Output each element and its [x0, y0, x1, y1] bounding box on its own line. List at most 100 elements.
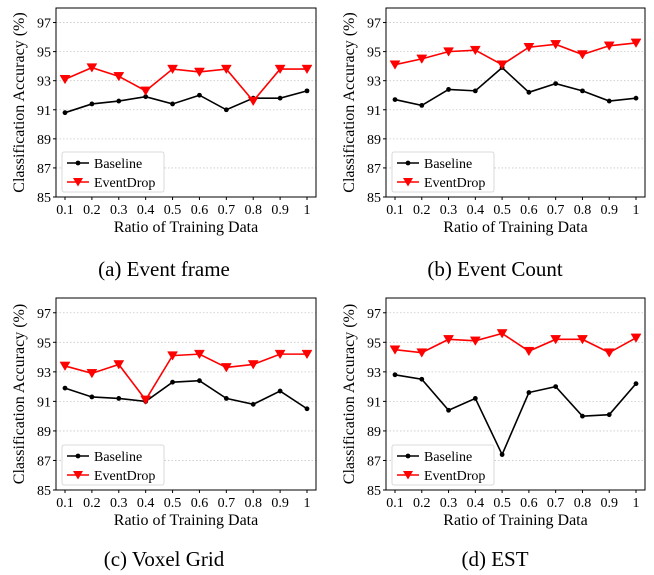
data-point-baseline: [250, 401, 256, 407]
data-point-baseline: [89, 394, 95, 400]
x-axis-label: Ratio of Training Data: [114, 512, 258, 529]
data-point-eventdrop: [443, 47, 454, 57]
series-line-baseline: [64, 90, 308, 114]
y-axis-label: Classification Accuracy (%): [11, 12, 28, 192]
y-tick-label: 95: [37, 46, 51, 61]
x-tick-label: 1: [304, 203, 311, 218]
x-tick-label: 1: [304, 496, 311, 511]
x-tick-label: 0.8: [574, 496, 592, 511]
data-point-baseline: [197, 378, 202, 384]
y-tick-label: 85: [37, 484, 51, 499]
y-tick-label: 93: [37, 75, 51, 90]
x-tick-label: 0.7: [218, 496, 236, 511]
data-point-eventdrop: [113, 360, 125, 370]
x-tick-label: 0.7: [547, 496, 565, 511]
x-tick-label: 0.3: [440, 203, 458, 218]
data-point-baseline: [446, 407, 451, 413]
data-point-eventdrop: [274, 64, 286, 75]
data-point-baseline: [304, 88, 310, 94]
x-axis-label: Ratio of Training Data: [114, 219, 258, 236]
data-point-baseline: [62, 385, 68, 391]
data-point-eventdrop: [443, 335, 454, 345]
x-tick-label: 0.1: [386, 203, 404, 218]
data-point-eventdrop: [603, 41, 615, 51]
x-tick-label: 1: [633, 203, 640, 218]
plot-frame: [55, 7, 317, 198]
chart-panel-1: 85 87 89 91 93 95 97 0.1 0.2 0.3 0.4 0.5 0.6 0.7 0.8 0.…: [11, 7, 317, 281]
legend: Baseline EventDrop: [391, 444, 495, 486]
data-point-baseline: [526, 89, 532, 95]
y-tick-label: 97: [37, 17, 51, 32]
data-point-eventdrop: [469, 45, 481, 56]
plot-frame: [55, 297, 317, 491]
series-line-eventdrop: [64, 353, 307, 402]
data-point-eventdrop: [416, 54, 428, 64]
data-point-eventdrop: [577, 335, 588, 345]
data-point-eventdrop: [247, 360, 259, 370]
x-tick-label: 0.4: [467, 496, 485, 511]
data-point-baseline: [223, 107, 229, 113]
data-point-eventdrop: [86, 63, 98, 73]
y-tick-label: 89: [37, 425, 51, 440]
y-tick-label: 97: [367, 307, 381, 322]
y-tick-label: 95: [367, 336, 381, 351]
data-point-baseline: [116, 98, 122, 104]
x-tick-label: 0.1: [56, 496, 74, 511]
panel-caption: (d) EST: [461, 547, 528, 571]
data-point-eventdrop: [140, 86, 152, 96]
data-point-eventdrop: [469, 336, 481, 346]
x-tick-label: 0.4: [467, 203, 485, 218]
legend-label-eventdrop: EventDrop: [424, 469, 485, 484]
legend-marker: [75, 160, 81, 166]
legend: Baseline EventDrop: [61, 151, 165, 193]
data-point-eventdrop: [301, 349, 313, 360]
data-point-eventdrop: [389, 60, 401, 70]
legend-label-eventdrop: EventDrop: [94, 469, 155, 484]
y-tick-label: 87: [37, 454, 51, 469]
legend-marker: [73, 471, 83, 480]
y-tick-label: 95: [367, 46, 381, 61]
x-axis-label: Ratio of Training Data: [443, 512, 587, 529]
x-tick-label: 0.7: [547, 203, 565, 218]
y-tick-label: 93: [37, 366, 51, 381]
y-tick-label: 91: [37, 395, 51, 410]
y-tick-label: 89: [367, 133, 381, 148]
data-point-baseline: [304, 406, 310, 412]
y-tick-label: 97: [37, 307, 51, 322]
y-tick-label: 93: [367, 366, 381, 381]
series-line-baseline: [64, 379, 308, 410]
series-line-eventdrop: [394, 42, 637, 66]
data-point-eventdrop: [416, 348, 428, 358]
x-tick-label: 0.4: [137, 203, 155, 218]
data-point-baseline: [553, 384, 559, 390]
x-tick-label: 0.3: [110, 203, 128, 218]
y-tick-label: 85: [367, 191, 381, 206]
x-tick-label: 0.8: [244, 203, 262, 218]
legend: Baseline EventDrop: [391, 151, 495, 193]
x-tick-label: 0.8: [244, 496, 262, 511]
series-line-eventdrop: [394, 332, 637, 354]
y-tick-label: 89: [37, 133, 51, 148]
data-point-eventdrop: [274, 349, 286, 360]
y-tick-label: 97: [367, 17, 381, 32]
data-point-baseline: [580, 413, 585, 419]
x-tick-label: 0.5: [493, 203, 511, 218]
data-point-baseline: [580, 88, 585, 94]
legend-marker: [75, 453, 81, 459]
legend-label-baseline: Baseline: [94, 157, 142, 172]
data-point-baseline: [170, 101, 175, 107]
plot-frame: [385, 297, 646, 491]
panel-caption: (c) Voxel Grid: [104, 547, 225, 571]
series-line-baseline: [394, 374, 637, 457]
data-point-eventdrop: [140, 395, 152, 405]
data-point-eventdrop: [220, 363, 232, 373]
y-axis-label: Classification Accuracy (%): [341, 304, 358, 484]
x-tick-label: 0.2: [83, 496, 101, 511]
y-tick-label: 95: [37, 336, 51, 351]
data-point-baseline: [419, 103, 425, 108]
panel-caption: (b) Event Count: [427, 257, 562, 281]
data-point-eventdrop: [220, 64, 232, 75]
x-tick-label: 0.2: [413, 496, 431, 511]
x-axis-label: Ratio of Training Data: [443, 219, 587, 236]
x-tick-label: 0.9: [600, 496, 618, 511]
